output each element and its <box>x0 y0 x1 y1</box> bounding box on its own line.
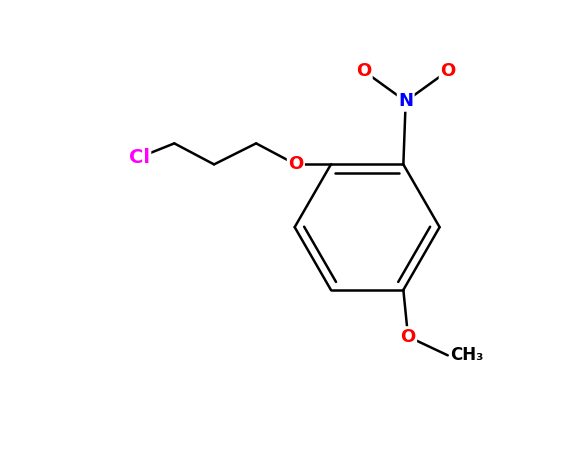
Text: O: O <box>356 62 371 80</box>
Text: CH₃: CH₃ <box>450 346 484 364</box>
Text: N: N <box>398 92 413 110</box>
Text: O: O <box>400 328 416 346</box>
Text: O: O <box>288 156 303 174</box>
Text: O: O <box>440 62 455 80</box>
Text: Cl: Cl <box>129 148 150 167</box>
